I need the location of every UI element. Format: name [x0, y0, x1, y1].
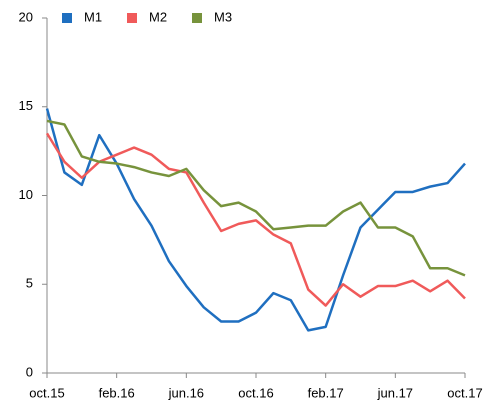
legend-label: M1 — [84, 9, 102, 24]
legend-label: M2 — [149, 9, 167, 24]
legend-swatch — [192, 13, 202, 23]
y-tick-label: 20 — [19, 9, 33, 24]
y-tick-label: 10 — [19, 187, 33, 202]
y-tick-label: 0 — [26, 364, 33, 379]
x-tick-label: oct.17 — [447, 385, 482, 400]
y-tick-label: 5 — [26, 276, 33, 291]
x-tick-label: feb.17 — [308, 385, 344, 400]
x-tick-label: jun.16 — [168, 385, 204, 400]
legend-swatch — [62, 13, 72, 23]
legend-swatch — [127, 13, 137, 23]
x-tick-label: jun.17 — [377, 385, 413, 400]
line-series — [45, 132, 466, 307]
y-tick-label: 15 — [19, 98, 33, 113]
legend-label: M3 — [214, 9, 232, 24]
x-tick-label: oct.15 — [29, 385, 64, 400]
x-tick-label: oct.16 — [238, 385, 273, 400]
x-tick-label: feb.16 — [99, 385, 135, 400]
line-series — [46, 119, 466, 277]
